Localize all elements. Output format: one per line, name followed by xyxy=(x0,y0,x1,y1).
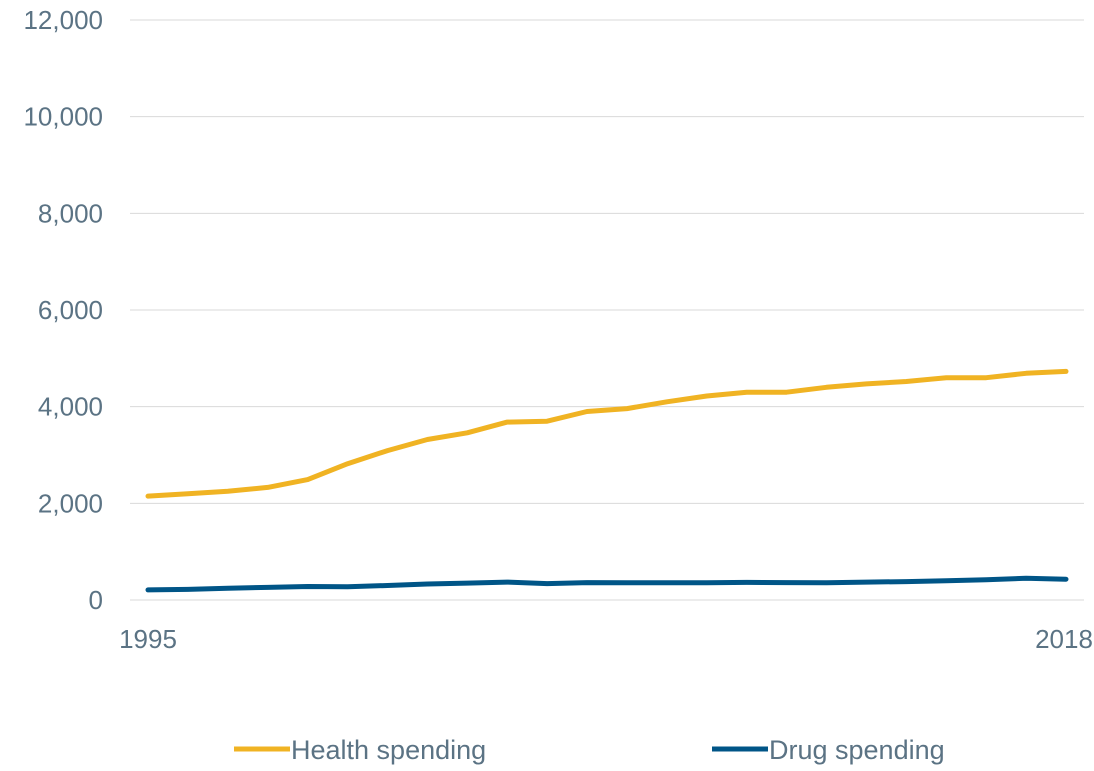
legend-label-health-spending: Health spending xyxy=(291,735,486,765)
x-tick-label-end: 2018 xyxy=(1035,624,1093,654)
series-line-drug-spending xyxy=(145,575,1069,593)
series-lines xyxy=(145,368,1069,593)
y-tick-label-8000: 8,000 xyxy=(38,198,103,228)
series-line-health-spending xyxy=(145,368,1069,499)
y-tick-label-6000: 6,000 xyxy=(38,295,103,325)
gridlines xyxy=(130,19,1084,601)
y-tick-label-0: 0 xyxy=(89,585,103,615)
y-tick-label-4000: 4,000 xyxy=(38,392,103,422)
y-tick-label-2000: 2,000 xyxy=(38,488,103,518)
y-tick-label-12000: 12,000 xyxy=(23,5,103,35)
y-tick-label-10000: 10,000 xyxy=(23,102,103,132)
x-tick-label-start: 1995 xyxy=(119,624,177,654)
x-axis-tick-labels: 1995 2018 xyxy=(119,624,1093,654)
legend: Health spending Drug spending xyxy=(234,735,945,765)
legend-label-drug-spending: Drug spending xyxy=(769,735,945,765)
y-axis-tick-labels: 0 2,000 4,000 6,000 8,000 10,000 12,000 xyxy=(23,5,103,615)
